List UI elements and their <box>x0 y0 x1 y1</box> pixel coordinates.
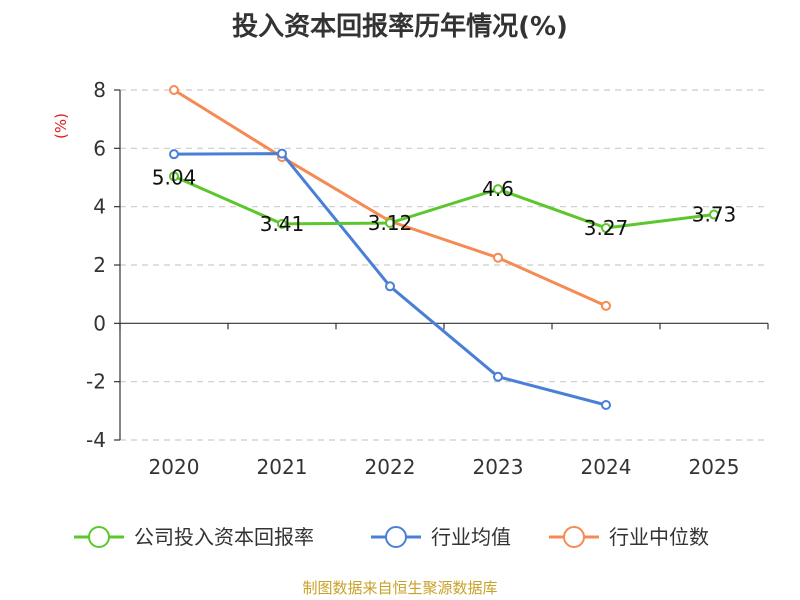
data-label: 4.6 <box>482 177 514 201</box>
data-point <box>493 371 503 382</box>
data-point <box>277 218 287 229</box>
legend-label: 行业中位数 <box>609 525 709 549</box>
data-point <box>169 171 179 182</box>
series-line-1 <box>173 174 715 230</box>
data-label: 3.41 <box>260 212 305 236</box>
x-tick-label: 2021 <box>257 455 308 479</box>
data-label: 5.04 <box>152 165 197 189</box>
series-line-3 <box>173 88 607 308</box>
y-tick-label: 4 <box>93 195 106 219</box>
legend-label: 公司投入资本回报率 <box>134 525 314 549</box>
data-point <box>385 218 395 228</box>
data-point <box>601 300 611 311</box>
legend-label: 行业均值 <box>431 525 511 549</box>
data-point <box>709 209 719 220</box>
legend-marker <box>88 526 110 548</box>
x-tick-label: 2025 <box>689 455 740 479</box>
legend-item-1[interactable]: 公司投入资本回报率 <box>74 525 314 549</box>
data-labels: 5.04 3.41 3.12 4.6 3.27 3.73 <box>152 165 737 240</box>
source-footer: 制图数据来自恒生聚源数据库 <box>302 579 498 597</box>
y-tick-label: 0 <box>93 311 106 335</box>
grid-lines <box>120 89 768 441</box>
chart-title: 投入资本回报率历年情况(%) <box>232 12 568 42</box>
y-tick-label: -2 <box>86 370 106 394</box>
x-tick-label: 2022 <box>365 455 416 479</box>
x-tick-label: 2023 <box>473 455 524 479</box>
y-tick-label: -4 <box>86 428 106 452</box>
data-point <box>169 85 179 95</box>
data-point <box>277 148 287 159</box>
axes: -4 -2 0 2 4 6 8 2020 2021 2022 2023 2024 2025 <box>86 78 769 479</box>
data-label: 3.27 <box>584 216 629 240</box>
y-axis-unit-label: (%) <box>52 113 70 139</box>
data-point <box>493 184 503 195</box>
y-tick-label: 6 <box>93 136 106 160</box>
data-point <box>169 149 179 160</box>
x-tick-label: 2020 <box>149 455 200 479</box>
legend-item-2[interactable]: 行业均值 <box>371 525 511 549</box>
legend-marker <box>385 526 407 548</box>
data-point <box>385 281 395 292</box>
data-label: 3.73 <box>692 203 737 227</box>
y-tick-label: 8 <box>93 78 106 102</box>
legend: 公司投入资本回报率 行业均值 行业中位数 <box>74 525 709 549</box>
y-tick-label: 2 <box>93 253 106 277</box>
series-layer <box>169 85 719 410</box>
legend-marker <box>563 526 585 548</box>
data-label: 3.12 <box>368 211 413 235</box>
series-line-2 <box>173 152 607 407</box>
legend-item-3[interactable]: 行业中位数 <box>549 525 709 549</box>
data-point <box>601 222 611 233</box>
x-tick-label: 2024 <box>581 455 632 479</box>
data-point <box>601 400 611 410</box>
data-point <box>493 252 503 263</box>
